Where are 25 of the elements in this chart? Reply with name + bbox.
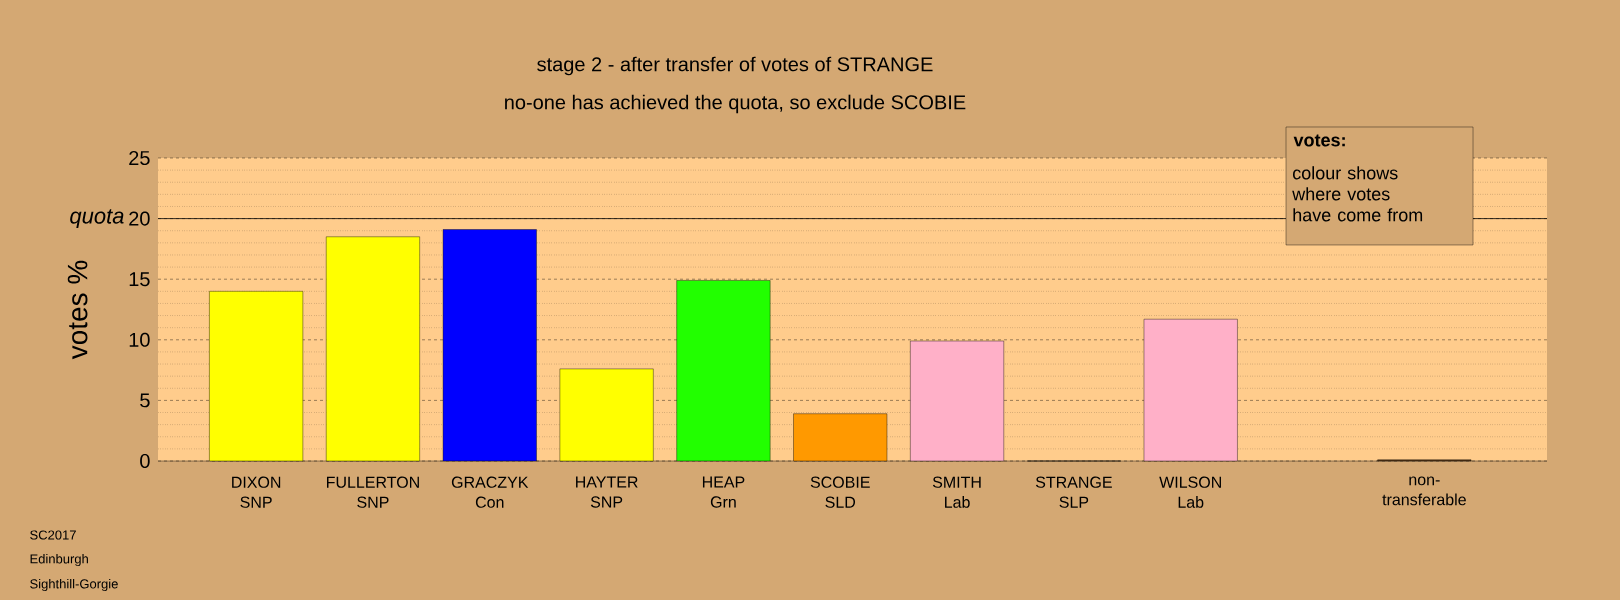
y-tick-label: 15 — [129, 272, 150, 287]
chart-subtitle: no-one has achieved the quota, so exclude SCOBIE — [505, 94, 966, 114]
x-tick-label: HAYTER SNP — [576, 476, 638, 508]
x-tick-label: GRACZYK Con — [451, 476, 529, 508]
y-tick-label: 25 — [129, 150, 150, 166]
chart-title: stage 2 - after transfer of votes of STRANGE — [537, 56, 933, 76]
y-tick-label: 5 — [140, 393, 150, 408]
text: Sighthill-Gorgie — [30, 578, 118, 592]
x-tick-label: HEAP Grn — [702, 476, 745, 508]
x-tick-label: non- transferable — [1382, 476, 1466, 506]
y-tick-label: 10 — [129, 332, 150, 347]
x-tick-label: SMITH Lab — [932, 476, 981, 508]
text: SC2017 — [30, 530, 76, 540]
y-tick-label: 0 — [140, 453, 150, 469]
text: Edinburgh — [30, 553, 88, 567]
annotation: colour shows where votes have come from — [1292, 166, 1423, 222]
y-axis-title: votes % — [67, 260, 88, 360]
x-tick-label: STRANGE SLP — [1035, 476, 1112, 508]
x-tick-label: WILSON Lab — [1159, 476, 1221, 508]
ref-line-label: quota — [70, 209, 124, 228]
x-tick-label: SCOBIE SLD — [810, 476, 870, 508]
x-tick-label: DIXON SNP — [232, 476, 281, 508]
text: votes: — [1293, 134, 1345, 147]
x-tick-label: FULLERTON SNP — [327, 476, 419, 508]
y-tick-label: 20 — [129, 211, 150, 226]
